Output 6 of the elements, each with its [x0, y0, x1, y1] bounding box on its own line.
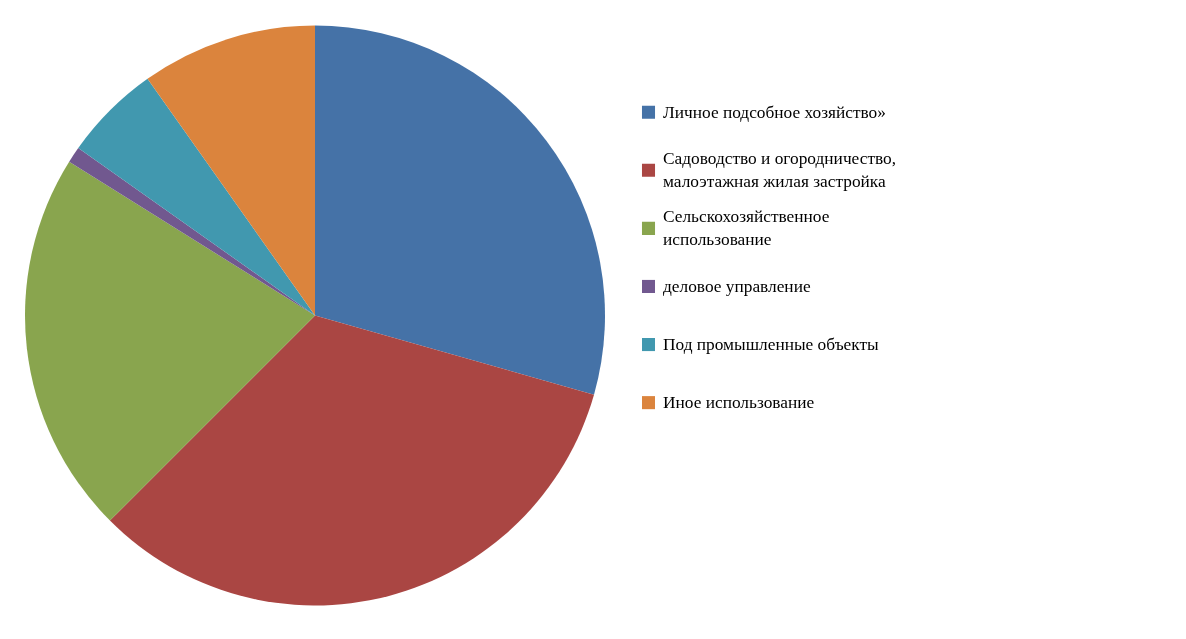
legend-label: Личное подсобное хозяйство»: [663, 102, 886, 122]
legend-label: Иное использование: [663, 393, 815, 413]
legend-label: Садоводство и огородничество, малоэтажная жилая застройка: [663, 149, 897, 192]
legend-label: Под промышленные объекты: [663, 335, 880, 355]
legend-label: деловое управление: [663, 276, 811, 296]
legend-label: Сельскохозяйственное использование: [663, 207, 830, 250]
